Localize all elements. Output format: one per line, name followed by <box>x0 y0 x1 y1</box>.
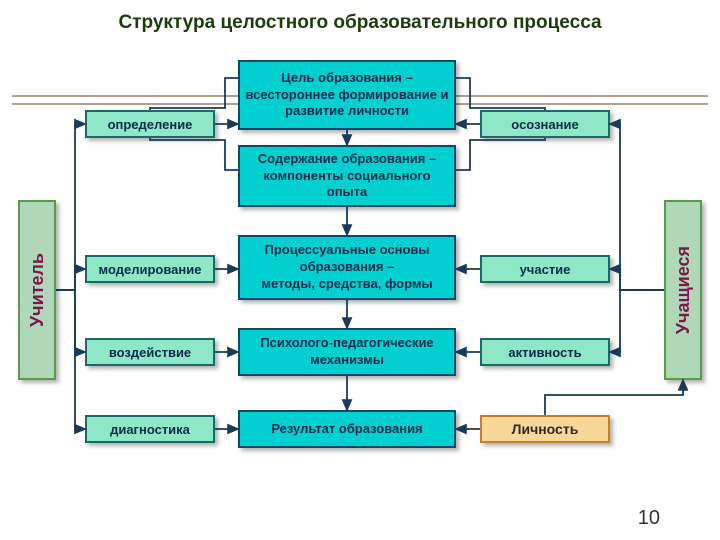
right-personality: Личность <box>480 415 610 443</box>
right-activity: активность <box>480 338 610 366</box>
page-title: Структура целостного образовательного пр… <box>0 12 720 34</box>
right-participation: участие <box>480 255 610 283</box>
right-awareness: осознание <box>480 110 610 138</box>
center-goal: Цель образования – всестороннее формиров… <box>238 60 456 130</box>
students-box: Учащиеся <box>664 200 702 380</box>
students-label: Учащиеся <box>673 246 694 334</box>
left-modeling: моделирование <box>85 255 215 283</box>
page-number: 10 <box>638 507 660 530</box>
teacher-label: Учитель <box>27 253 48 327</box>
center-mechanisms: Психолого-педагогические механизмы <box>238 328 456 376</box>
center-process: Процессуальные основы образования – мето… <box>238 235 456 300</box>
left-definition: определение <box>85 110 215 138</box>
left-influence: воздействие <box>85 338 215 366</box>
teacher-box: Учитель <box>18 200 56 380</box>
center-content: Содержание образования – компоненты соци… <box>238 145 456 207</box>
left-diagnostics: диагностика <box>85 415 215 443</box>
center-result: Результат образования <box>238 410 456 448</box>
